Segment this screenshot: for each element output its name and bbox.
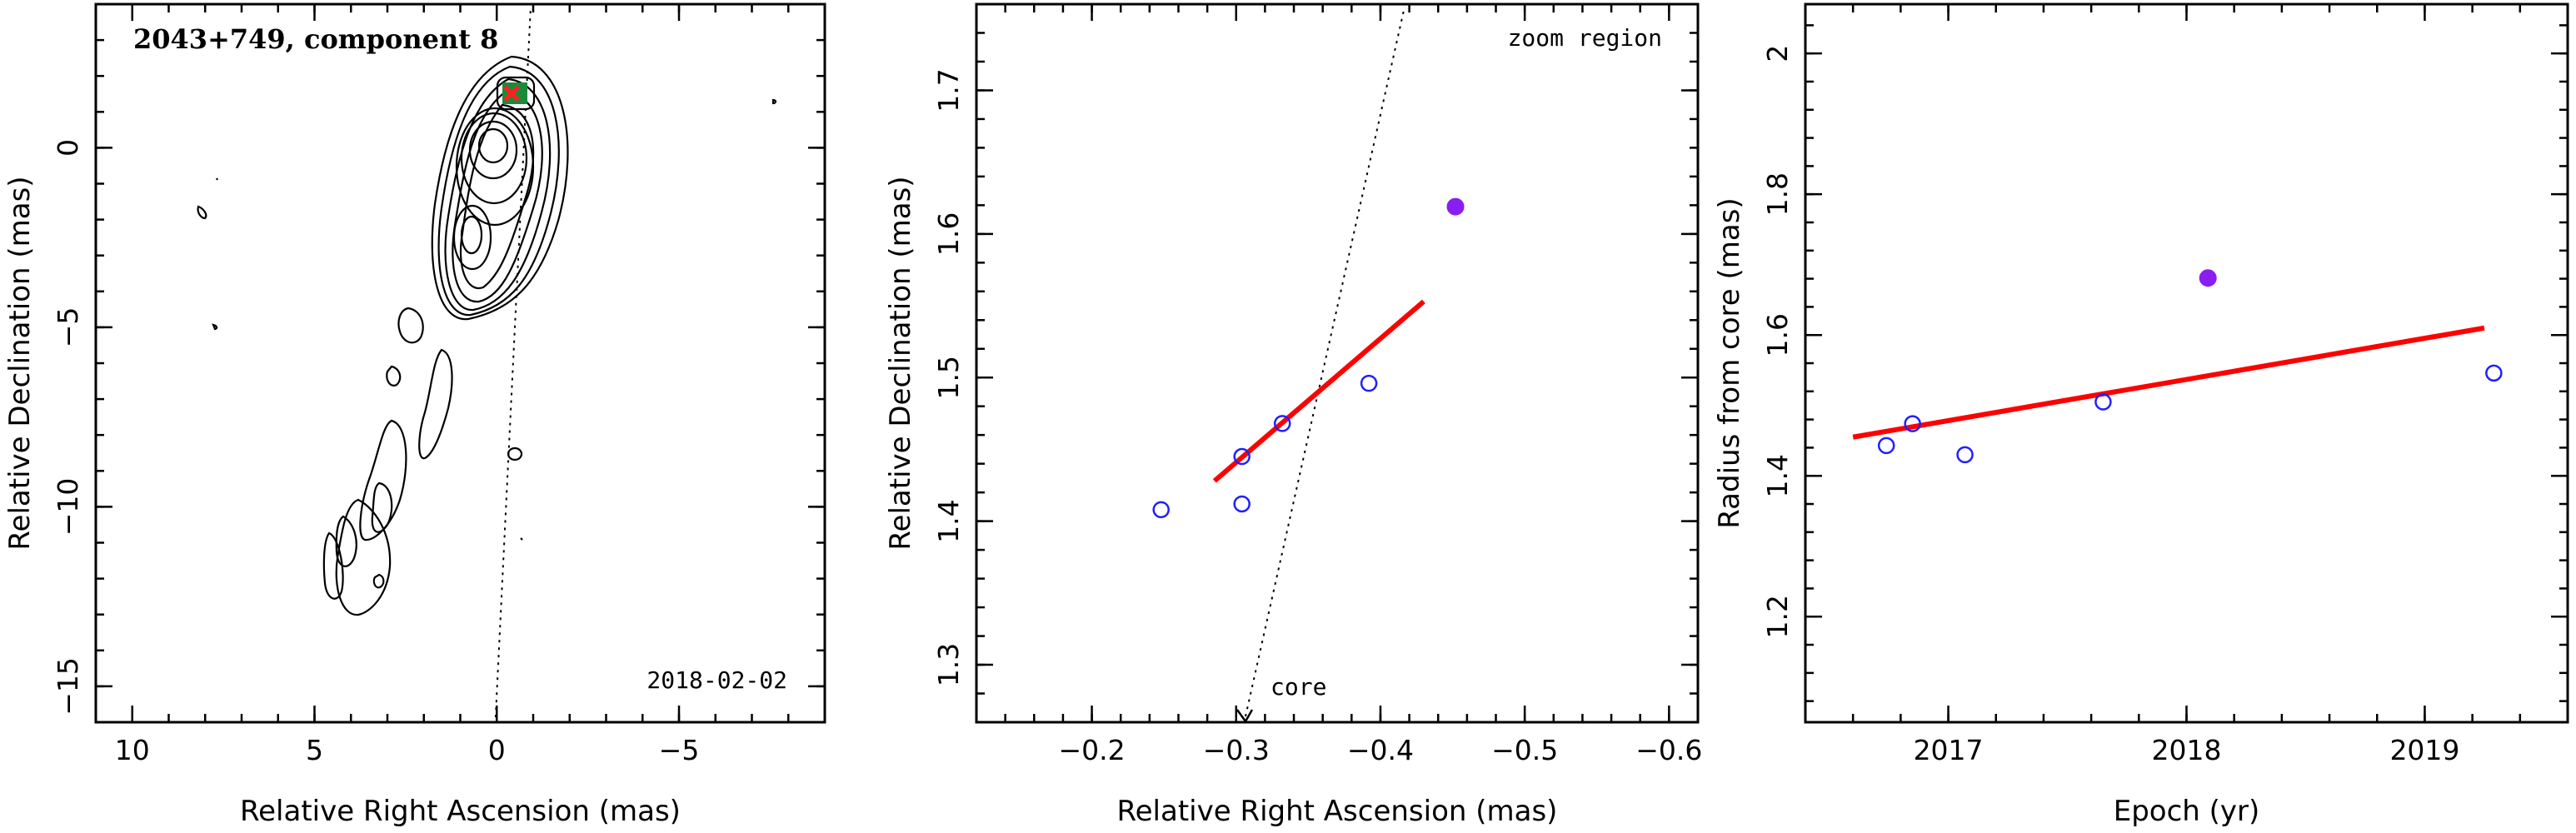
open-data-point (1152, 501, 1170, 519)
open-data-point (1273, 415, 1291, 432)
contour-jet-3 (444, 77, 552, 312)
contour-map-panel: 2043+749, component 8 2018-02-02 10 5 0 −5 −… (3, 2, 826, 828)
contour-lower-1 (397, 307, 424, 344)
x-tick-label: −0.6 (1635, 734, 1702, 766)
x-axis-label: Epoch (yr) (2114, 795, 2260, 828)
x-tick-label: 10 (115, 734, 150, 766)
x-tick-label: −0.2 (1058, 734, 1125, 766)
core-label: core (1271, 673, 1326, 701)
y-tick-label: 2 (1761, 45, 1794, 62)
contour-lower-3 (418, 348, 453, 460)
contour-lower-2 (386, 365, 402, 387)
contour-core-1 (477, 127, 509, 164)
y-tick-label: 1.6 (1761, 313, 1794, 357)
contour-blob-5 (771, 98, 777, 105)
contour-jet-1 (459, 103, 535, 290)
fit-line (1212, 299, 1425, 483)
contour-component-1 (496, 76, 536, 111)
contour-outer-2 (431, 55, 569, 321)
x-tick-label: −0.4 (1347, 734, 1414, 766)
axes-0: 10 5 0 −5 −15 −10 −5 0 Relative Right Ascension … (3, 2, 826, 828)
x-tick-label: 5 (306, 734, 323, 766)
zoom-scatter-panel: zoom region core −0.2 −0.3 −0.4 −0.5 −0.6 1.3… (884, 2, 1702, 828)
y-tick-label: 1.4 (1761, 454, 1794, 497)
x-tick-label: 2019 (2389, 734, 2459, 766)
y-tick-label: 1.3 (932, 643, 965, 686)
y-tick-label: 1.8 (1761, 172, 1794, 216)
open-data-point (2485, 364, 2503, 382)
contour-core-3 (460, 112, 528, 205)
y-tick-label: 1.6 (932, 212, 965, 256)
contour-knot-2 (452, 204, 492, 271)
map-date-label: 2018-02-02 (646, 666, 787, 694)
contour-blob-6 (520, 537, 523, 541)
open-data-point (1956, 446, 1974, 464)
contour-lower-6 (335, 498, 392, 616)
zoom-plot-area (1236, 6, 1405, 722)
y-tick-label: 1.7 (932, 68, 965, 112)
radius-epoch-panel: 2017 2018 2019 1.2 1.4 1.6 1.8 2 Epoch (yr) Radiu… (1713, 2, 2569, 828)
contour-lower-4 (359, 419, 407, 541)
fit-line (1852, 325, 2485, 440)
contour-blob-2 (197, 205, 207, 220)
x-tick-label: 2017 (1914, 734, 1984, 766)
contour-blob-1 (507, 446, 523, 461)
open-data-point (1233, 447, 1251, 466)
component-cross (503, 85, 520, 102)
y-axis-label: Relative Declination (mas) (884, 176, 917, 550)
zoom-region-label: zoom region (1508, 24, 1662, 52)
y-axis-label: Relative Declination (mas) (3, 176, 37, 550)
y-tick-label: 1.4 (932, 499, 965, 542)
y-tick-label: 1.5 (932, 356, 965, 399)
contour-knot-1 (460, 215, 483, 255)
axes-1: −0.2 −0.3 −0.4 −0.5 −0.6 1.3 1.4 1.5 1.6 1.7 Relat… (884, 2, 1702, 828)
y-tick-label: −15 (52, 657, 84, 716)
contour-lower-5 (371, 481, 393, 533)
y-tick-label: −10 (52, 478, 84, 536)
contour-lower-8 (372, 573, 385, 589)
contour-lower-9 (322, 531, 344, 600)
x-tick-label: −0.3 (1203, 734, 1270, 766)
y-tick-label: 0 (52, 139, 84, 157)
open-data-point (1904, 415, 1921, 432)
open-data-point (1877, 436, 1895, 455)
x-axis-label: Relative Right Ascension (mas) (1117, 795, 1558, 828)
open-data-point (1360, 374, 1378, 392)
y-axis-label: Radius from core (mas) (1713, 197, 1746, 528)
current-epoch-point (1446, 197, 1465, 216)
axes-2: 2017 2018 2019 1.2 1.4 1.6 1.8 2 Epoch (yr) Radiu… (1713, 2, 2569, 828)
contour-outer-1 (437, 65, 560, 317)
plot-frame (1804, 2, 2569, 724)
plot-frame (975, 2, 1700, 724)
contour-jet-2 (452, 90, 543, 303)
contour-blob-3 (212, 323, 218, 331)
x-tick-label: −0.5 (1491, 734, 1558, 766)
x-axis-label: Relative Right Ascension (mas) (240, 795, 681, 828)
map-title: 2043+749, component 8 (133, 23, 498, 55)
jet-position-angle-line (494, 6, 532, 722)
core-direction-line (1245, 6, 1405, 717)
current-epoch-point (2199, 269, 2217, 287)
contour-lower-7 (335, 515, 357, 567)
y-tick-label: 1.2 (1761, 595, 1794, 638)
core-arrowhead (1236, 709, 1254, 722)
open-data-point (1233, 495, 1251, 513)
y-tick-label: −5 (52, 307, 84, 348)
x-tick-label: 2018 (2152, 734, 2222, 766)
open-data-point (2094, 393, 2112, 411)
x-tick-label: −5 (659, 734, 700, 766)
contour-map (197, 6, 777, 722)
x-tick-label: 0 (488, 734, 506, 766)
